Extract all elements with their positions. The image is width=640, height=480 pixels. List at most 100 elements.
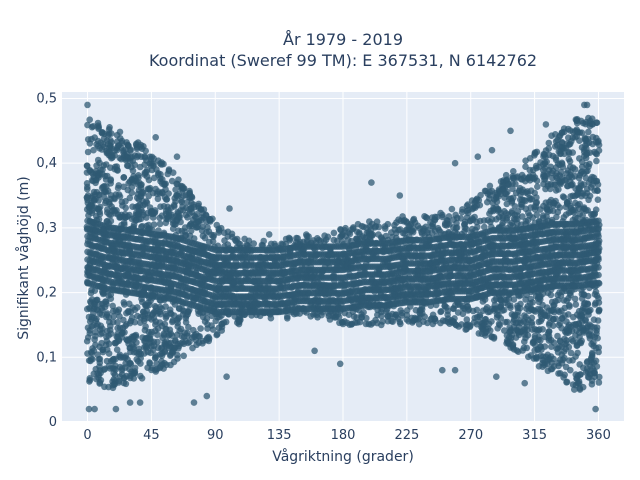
data-point (96, 203, 104, 211)
data-point (113, 346, 121, 354)
data-point (324, 233, 332, 241)
data-point (126, 319, 134, 327)
data-point (157, 171, 164, 178)
data-point (188, 194, 196, 201)
data-point (105, 340, 113, 348)
data-point (197, 325, 204, 332)
data-point (111, 371, 119, 379)
data-point (131, 161, 139, 169)
data-point (156, 220, 164, 228)
data-point (368, 232, 376, 239)
data-point (150, 160, 157, 168)
data-point (209, 215, 216, 223)
data-point (116, 193, 124, 200)
data-point (513, 347, 521, 354)
data-point (185, 323, 192, 331)
data-point (138, 375, 146, 382)
data-point (108, 130, 115, 137)
data-point (137, 360, 144, 367)
data-point (120, 299, 128, 306)
data-point (90, 146, 97, 154)
data-point (133, 339, 140, 346)
data-point (143, 344, 150, 352)
data-point (218, 327, 225, 334)
data-point (83, 180, 91, 187)
data-point (102, 298, 110, 306)
data-point (130, 375, 138, 382)
data-points (83, 101, 603, 413)
data-point (129, 167, 137, 175)
data-point (163, 196, 170, 203)
data-point (122, 380, 130, 388)
data-point (439, 211, 446, 219)
data-point (127, 147, 134, 154)
data-point (375, 223, 383, 231)
data-point (99, 329, 106, 337)
data-point (284, 313, 291, 320)
data-point (114, 319, 121, 326)
data-point (110, 313, 117, 320)
data-point (145, 186, 152, 193)
data-point (187, 227, 195, 235)
data-point (95, 216, 103, 223)
data-point (209, 326, 217, 333)
data-point (422, 214, 430, 221)
data-point (168, 332, 176, 340)
data-point (177, 218, 184, 226)
data-point (134, 304, 141, 311)
data-point (114, 167, 121, 174)
data-point (496, 321, 504, 329)
data-point (152, 354, 159, 361)
data-point (397, 320, 404, 328)
data-point (127, 360, 135, 368)
data-point (89, 123, 97, 130)
data-point (180, 352, 187, 360)
data-point (122, 204, 129, 212)
data-point (330, 229, 338, 237)
data-point (109, 302, 116, 310)
data-point (175, 315, 182, 322)
data-point (431, 315, 438, 322)
data-point (175, 176, 182, 183)
data-point (180, 185, 188, 192)
data-point (363, 314, 370, 322)
data-point (150, 221, 158, 228)
data-point (145, 176, 153, 184)
data-point (89, 355, 96, 363)
data-point (488, 318, 495, 325)
data-point (201, 234, 209, 242)
data-point (500, 306, 508, 314)
data-point (486, 327, 494, 334)
data-point (95, 197, 102, 204)
data-point (157, 310, 164, 318)
data-point (115, 306, 123, 314)
data-point (160, 160, 167, 168)
data-point (490, 335, 498, 342)
data-point (286, 237, 294, 244)
data-point (131, 370, 138, 377)
data-point (139, 188, 146, 196)
data-point (182, 319, 190, 326)
data-point (131, 364, 139, 372)
data-point (161, 320, 169, 328)
data-point (202, 211, 210, 219)
data-point (116, 128, 124, 136)
data-point (91, 287, 99, 295)
data-point (200, 206, 208, 213)
data-point (510, 168, 517, 175)
data-point (113, 207, 120, 214)
data-point (121, 221, 128, 228)
data-point (126, 194, 134, 202)
data-point (124, 141, 131, 149)
data-point (250, 240, 257, 247)
data-point (115, 379, 122, 386)
data-point (86, 330, 94, 337)
data-point (196, 333, 203, 340)
data-point (162, 180, 169, 188)
data-point (96, 379, 104, 386)
data-point (474, 223, 481, 231)
data-point (84, 185, 91, 193)
data-point (106, 326, 114, 334)
data-point (93, 315, 100, 323)
